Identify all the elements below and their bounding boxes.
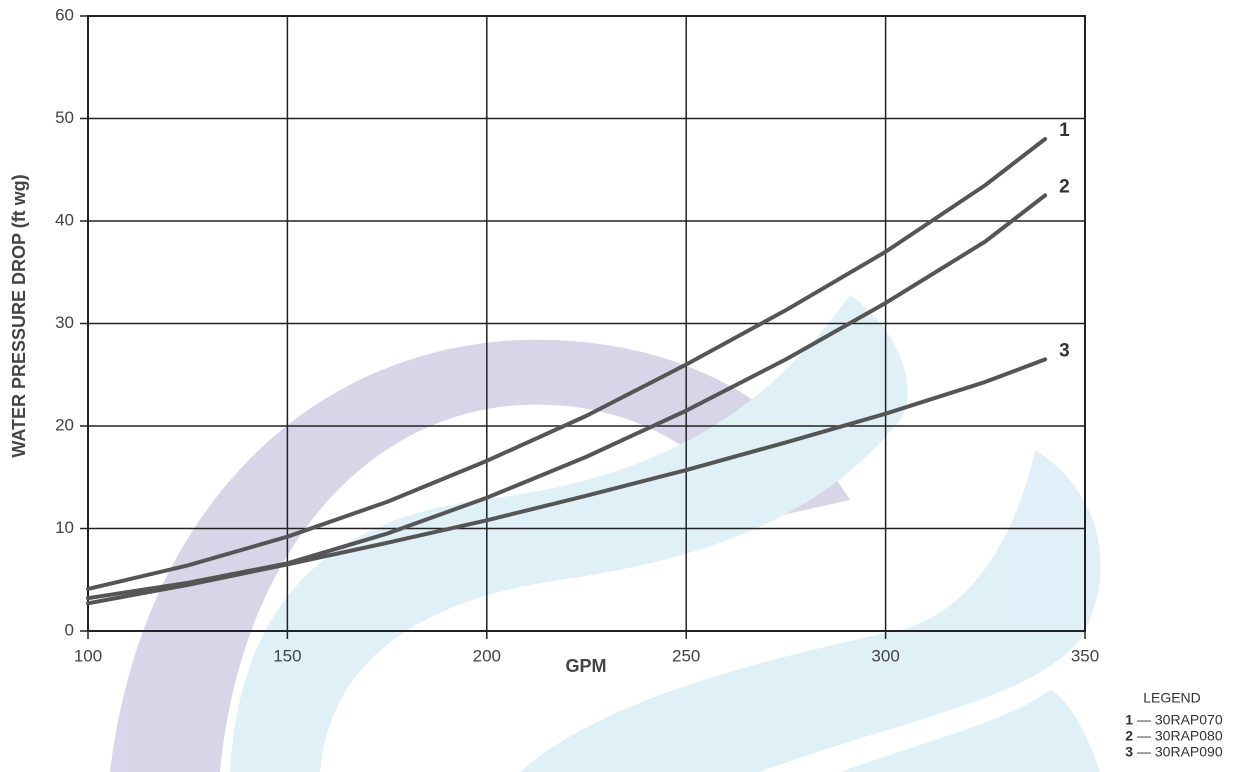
- y-tick-label: 30: [55, 313, 74, 332]
- series-line: [86, 357, 1048, 606]
- x-tick-label: 300: [871, 646, 899, 665]
- series-end-label: 2: [1059, 176, 1070, 197]
- series-line: [86, 137, 1048, 591]
- legend-title: LEGEND: [1143, 690, 1201, 706]
- legend-label: — 30RAP090: [1137, 744, 1223, 760]
- y-tick-label: 0: [65, 620, 74, 639]
- legend-label: — 30RAP080: [1137, 728, 1223, 744]
- watermark: [110, 295, 1101, 772]
- y-axis-title: WATER PRESSURE DROP (ft wg): [9, 174, 29, 457]
- plot-frame: [87, 15, 1086, 632]
- y-tick-label: 10: [55, 518, 74, 537]
- y-tick-label: 40: [55, 210, 74, 229]
- series-end-label: 1: [1059, 120, 1070, 141]
- y-tick-label: 20: [55, 415, 74, 434]
- y-tick-label: 50: [55, 108, 74, 127]
- legend-label: — 30RAP070: [1137, 712, 1223, 728]
- x-tick-label: 100: [74, 646, 102, 665]
- legend-key: 3: [1125, 744, 1133, 760]
- x-tick-label: 150: [273, 646, 301, 665]
- legend-key: 2: [1125, 728, 1133, 744]
- x-tick-label: 250: [672, 646, 700, 665]
- x-axis-title: GPM: [565, 656, 606, 676]
- series-end-label: 3: [1059, 340, 1070, 361]
- x-tick-label: 350: [1071, 646, 1099, 665]
- x-tick-label: 200: [473, 646, 501, 665]
- y-tick-label: 60: [55, 5, 74, 24]
- legend-key: 1: [1125, 712, 1133, 728]
